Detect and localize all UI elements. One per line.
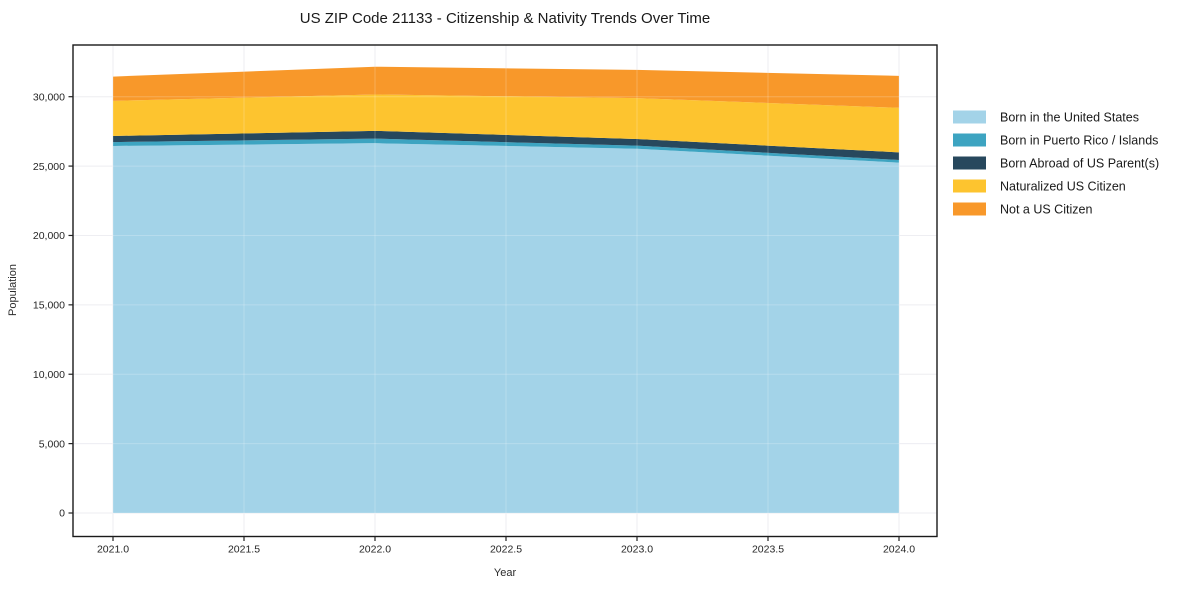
gridlines-overlay-layer: [73, 45, 937, 537]
y-tick-label: 5,000: [39, 438, 65, 450]
legend-item: Born in Puerto Rico / Islands: [953, 133, 1158, 148]
legend-label: Not a US Citizen: [1000, 203, 1092, 217]
tick-marks-layer: [68, 96, 900, 541]
y-tick-label: 25,000: [33, 161, 65, 173]
legend-label: Born in Puerto Rico / Islands: [1000, 134, 1158, 148]
legend-swatch-born-us: [953, 110, 986, 124]
x-tick-label: 2022.0: [359, 544, 391, 556]
y-tick-label: 20,000: [33, 230, 65, 242]
area-series-4: [113, 66, 899, 108]
x-axis-label: Year: [494, 567, 517, 579]
area-series-3: [113, 94, 899, 153]
area-series-0: [113, 143, 899, 513]
x-tick-label: 2023.5: [752, 544, 784, 556]
axes-frame: [72, 44, 938, 538]
chart-title: US ZIP Code 21133 - Citizenship & Nativi…: [300, 10, 710, 27]
y-tick-label: 15,000: [33, 300, 65, 312]
legend-item: Naturalized US Citizen: [953, 179, 1126, 194]
y-tick-label: 0: [59, 508, 65, 520]
y-tick-label: 30,000: [33, 91, 65, 103]
legend-item: Born in the United States: [953, 110, 1139, 125]
legend-item: Not a US Citizen: [953, 202, 1092, 217]
legend-swatch-not-citizen: [953, 202, 986, 216]
legend-label: Naturalized US Citizen: [1000, 180, 1126, 194]
stacked-areas-layer: [113, 66, 899, 513]
x-tick-label: 2021.5: [228, 544, 260, 556]
legend-label: Born in the United States: [1000, 111, 1139, 125]
legend-swatch-born-pr: [953, 133, 986, 147]
tick-labels-layer: 0 5,000 10,000 15,000 20,000 25,000 30,000 2021…: [33, 91, 915, 555]
y-axis-label: Population: [7, 264, 19, 316]
y-tick-label: 10,000: [33, 369, 65, 381]
legend-item: Born Abroad of US Parent(s): [953, 156, 1159, 171]
area-series-2: [113, 130, 899, 160]
x-tick-label: 2021.0: [97, 544, 129, 556]
x-tick-label: 2022.5: [490, 544, 522, 556]
legend-swatch-naturalized: [953, 179, 986, 193]
x-tick-label: 2023.0: [621, 544, 653, 556]
legend-label: Born Abroad of US Parent(s): [1000, 157, 1159, 171]
x-tick-label: 2024.0: [883, 544, 915, 556]
legend: Born in the United States Born in Puerto…: [953, 110, 1159, 217]
area-series-1: [113, 138, 899, 163]
legend-swatch-born-abroad: [953, 156, 986, 170]
